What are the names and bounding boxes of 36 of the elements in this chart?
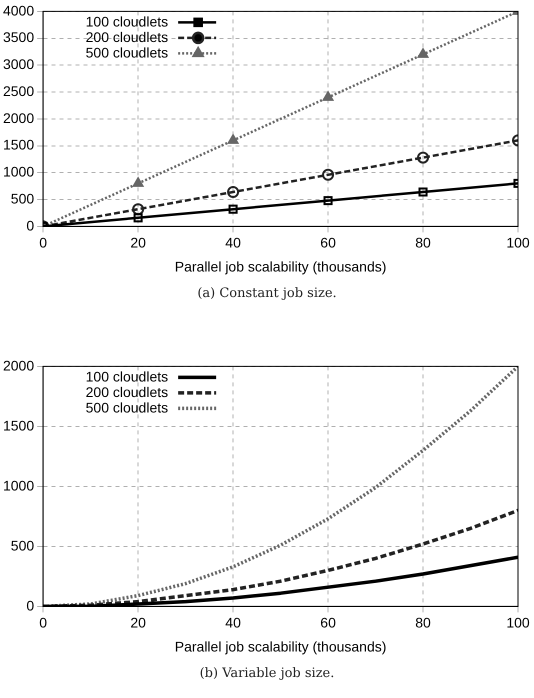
text: (b) Variable job size.	[198, 666, 336, 681]
x-axis-title: Parallel job scalability (thousands)	[174, 258, 386, 274]
x-tick-label: 40	[225, 614, 242, 631]
x-tick-label: 0	[39, 614, 48, 631]
y-tick-label: 4000	[2, 2, 34, 18]
text: (a) Constant job size.	[196, 286, 338, 301]
legend-label: 100 cloudlets	[86, 368, 168, 384]
y-tick-label: 0	[26, 597, 34, 614]
legend-label: 100 cloudlets	[86, 13, 168, 30]
y-tick-label: 1500	[2, 136, 34, 153]
y-tick-label: 2000	[2, 110, 34, 126]
x-tick-label: 80	[415, 234, 432, 251]
x-tick-label: 100	[506, 234, 530, 251]
y-tick-label: 2000	[2, 357, 34, 374]
y-tick-label: 1000	[2, 477, 34, 494]
y-tick-label: 3000	[2, 56, 34, 72]
legend-label: 500 cloudlets	[86, 399, 168, 416]
x-tick-label: 20	[130, 614, 146, 631]
x-tick-label: 0	[39, 234, 48, 251]
y-tick-label: 500	[10, 190, 34, 206]
x-tick-label: 80	[415, 614, 432, 631]
x-tick-label: 40	[225, 234, 242, 251]
legend-label: 200 cloudlets	[86, 28, 168, 45]
x-tick-label: 20	[130, 234, 146, 251]
y-tick-label: 500	[10, 537, 34, 554]
y-tick-label: 1500	[2, 417, 34, 434]
y-tick-label: 1000	[2, 164, 34, 180]
legend-label: 200 cloudlets	[86, 384, 168, 400]
legend-label: 500 cloudlets	[86, 44, 168, 60]
x-tick-label: 100	[506, 614, 530, 631]
x-tick-label: 60	[320, 234, 336, 251]
y-tick-label: 3500	[2, 29, 34, 46]
x-axis-title: Parallel job scalability (thousands)	[174, 638, 386, 654]
x-tick-label: 60	[320, 614, 336, 631]
y-tick-label: 2500	[2, 82, 34, 99]
y-tick-label: 0	[26, 217, 34, 234]
